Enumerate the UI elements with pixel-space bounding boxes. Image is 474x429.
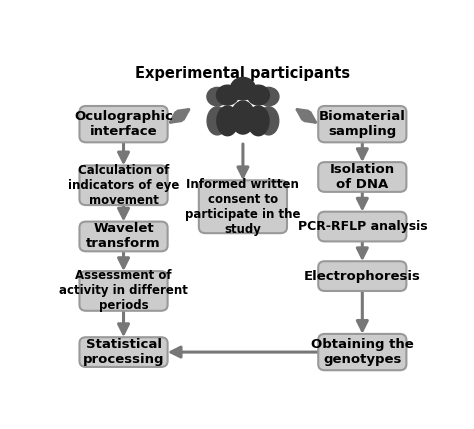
FancyBboxPatch shape: [318, 211, 406, 242]
Text: Oculographic
interface: Oculographic interface: [74, 110, 173, 138]
FancyBboxPatch shape: [80, 271, 168, 311]
FancyBboxPatch shape: [80, 222, 168, 251]
Ellipse shape: [231, 101, 255, 134]
Text: Isolation
of DNA: Isolation of DNA: [330, 163, 395, 191]
Circle shape: [217, 85, 238, 105]
Text: Experimental participants: Experimental participants: [136, 66, 350, 82]
Text: Electrophoresis: Electrophoresis: [304, 269, 421, 283]
Ellipse shape: [207, 107, 228, 135]
Circle shape: [230, 78, 255, 100]
FancyBboxPatch shape: [199, 180, 287, 233]
Text: Wavelet
transform: Wavelet transform: [86, 223, 161, 251]
FancyBboxPatch shape: [318, 334, 406, 370]
FancyBboxPatch shape: [80, 166, 168, 205]
Text: Informed written
consent to
participate in the
study: Informed written consent to participate …: [185, 178, 301, 236]
Ellipse shape: [248, 106, 269, 136]
Text: Assessment of
activity in different
periods: Assessment of activity in different peri…: [59, 269, 188, 312]
Text: PCR-RFLP analysis: PCR-RFLP analysis: [298, 220, 427, 233]
Circle shape: [247, 85, 269, 105]
Text: Biomaterial
sampling: Biomaterial sampling: [319, 110, 406, 138]
Text: Calculation of
indicators of eye
movement: Calculation of indicators of eye movemen…: [68, 164, 179, 207]
FancyBboxPatch shape: [80, 337, 168, 367]
FancyBboxPatch shape: [80, 106, 168, 142]
FancyBboxPatch shape: [318, 106, 406, 142]
Circle shape: [258, 88, 279, 106]
Ellipse shape: [217, 106, 238, 136]
Circle shape: [207, 88, 228, 106]
Text: Statistical
processing: Statistical processing: [83, 338, 164, 366]
Text: Obtaining the
genotypes: Obtaining the genotypes: [311, 338, 414, 366]
FancyBboxPatch shape: [318, 162, 406, 192]
Ellipse shape: [258, 107, 279, 135]
FancyBboxPatch shape: [318, 261, 406, 291]
